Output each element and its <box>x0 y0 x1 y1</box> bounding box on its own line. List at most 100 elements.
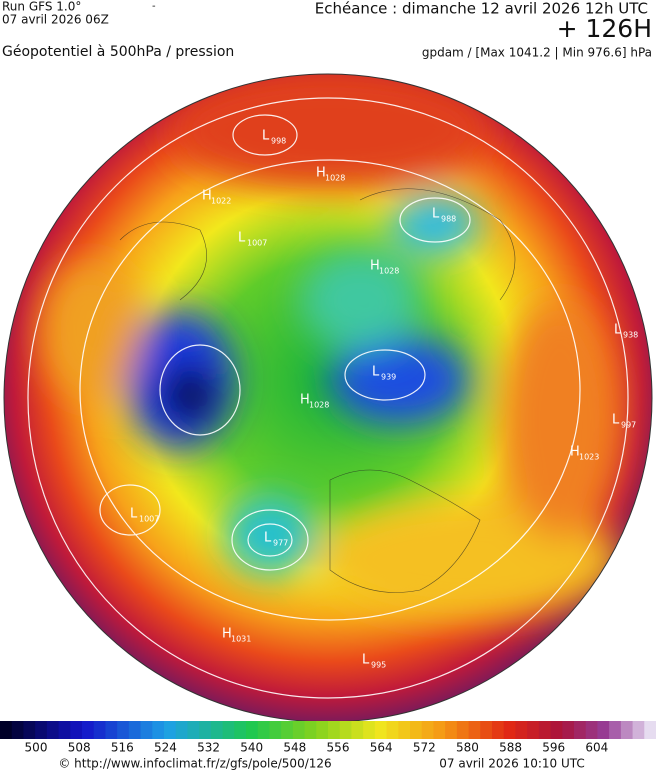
colorbar-swatch <box>292 721 306 739</box>
colorbar-swatch <box>70 721 83 739</box>
colorbar-swatch <box>199 721 212 739</box>
colorbar-swatch <box>58 721 71 739</box>
colorbar-swatch <box>140 721 153 739</box>
colorbar-swatch <box>210 721 224 739</box>
colorbar-label: 516 <box>111 741 134 755</box>
colorbar-label: 604 <box>585 741 608 755</box>
colorbar-swatch <box>11 721 24 739</box>
center-value: 1028 <box>309 401 329 410</box>
center-value: 988 <box>441 215 456 224</box>
colorbar-swatch <box>339 721 352 739</box>
center-letter: L <box>432 207 440 222</box>
map-disc <box>4 74 652 722</box>
dash: - <box>152 1 156 12</box>
center-value: 1007 <box>139 515 159 524</box>
colorbar-swatch <box>363 721 376 739</box>
center-value: 1028 <box>379 267 399 276</box>
center-value: 1028 <box>325 174 345 183</box>
center-value: 1023 <box>579 453 599 462</box>
colorbar-swatch <box>585 721 598 739</box>
colorbar-swatch <box>550 721 563 739</box>
field: Géopotentiel à 500hPa / pression <box>2 44 234 60</box>
colorbar-label: 596 <box>542 741 565 755</box>
colorbar-swatch <box>644 721 656 739</box>
colorbar-swatch <box>433 721 446 739</box>
colorbar-label: 508 <box>68 741 91 755</box>
colorbar-swatch <box>597 721 610 739</box>
center-letter: L <box>238 231 246 246</box>
colorbar-swatch <box>480 721 493 739</box>
colorbar-swatch <box>492 721 505 739</box>
colorbar-swatch <box>515 721 528 739</box>
center-value: 1031 <box>231 635 251 644</box>
colorbar-swatch <box>82 721 95 739</box>
center-value: 977 <box>273 539 288 548</box>
center-value: 998 <box>271 137 286 146</box>
colorbar-swatch <box>468 721 481 739</box>
colorbar-swatch <box>117 721 130 739</box>
colorbar-swatch <box>93 721 106 739</box>
colorbar-swatch <box>386 721 399 739</box>
colorbar-label: 532 <box>197 741 220 755</box>
colorbar-swatch <box>246 721 259 739</box>
colorbar-swatch <box>445 721 458 739</box>
colorbar-swatch <box>46 721 60 739</box>
valid-time: Echéance : dimanche 12 avril 2026 12h UT… <box>315 0 648 18</box>
center-letter: H <box>570 445 580 460</box>
colorbar: 500 508 516 524 532 540 548 556 564 572 580 588 596 6… <box>0 721 656 755</box>
colorbar-swatch <box>374 721 388 739</box>
colorbar-swatch <box>527 721 540 739</box>
colorbar-swatch <box>257 721 270 739</box>
colorbar-swatch <box>351 721 364 739</box>
colorbar-swatch <box>175 721 188 739</box>
colorbar-swatch <box>398 721 411 739</box>
run: Run GFS 1.0° <box>2 0 81 14</box>
colorbar-label: 564 <box>370 741 393 755</box>
colorbar-label: 524 <box>154 741 177 755</box>
colorbar-swatch <box>410 721 423 739</box>
colorbar-swatch <box>620 721 634 739</box>
colorbar-swatch <box>574 721 587 739</box>
center-letter: L <box>614 323 622 338</box>
center-value: 997 <box>621 421 636 430</box>
colorbar-swatch <box>35 721 48 739</box>
center-value: 939 <box>381 373 396 382</box>
colorbar-swatch <box>105 721 118 739</box>
colorbar-swatch <box>538 721 552 739</box>
colorbar-swatch <box>503 721 516 739</box>
colorbar-swatch <box>164 721 177 739</box>
colorbar-swatch <box>304 721 317 739</box>
colorbar-swatch <box>632 721 645 739</box>
center-letter: H <box>222 627 232 642</box>
colorbar-swatch <box>456 721 470 739</box>
center-letter: H <box>316 166 326 181</box>
colorbar-label: 556 <box>327 741 350 755</box>
center-value: 1007 <box>247 239 267 248</box>
colorbar-swatch <box>128 721 142 739</box>
colorbar-swatch <box>187 721 200 739</box>
colorbar-swatch <box>562 721 575 739</box>
colorbar-swatch <box>0 721 13 739</box>
center-letter: L <box>362 653 370 668</box>
colorbar-label: 500 <box>25 741 48 755</box>
colorbar-swatch <box>281 721 294 739</box>
colorbar-swatch <box>152 721 165 739</box>
colorbar-swatch <box>269 721 282 739</box>
colorbar-swatch <box>328 721 341 739</box>
center-letter: L <box>612 413 620 428</box>
colorbar-swatch <box>609 721 622 739</box>
colorbar-swatch <box>222 721 235 739</box>
center-letter: L <box>130 507 138 522</box>
issued: 07 avril 2026 10:10 UTC <box>439 757 585 771</box>
center-letter: H <box>300 393 310 408</box>
lead-time: + 126H <box>557 14 652 43</box>
center-value: 1022 <box>211 197 231 206</box>
center-value: 995 <box>371 661 386 670</box>
run-date: 07 avril 2026 06Z <box>2 13 109 27</box>
center-letter: L <box>372 365 380 380</box>
colorbar-swatch <box>421 721 434 739</box>
colorbar-label: 588 <box>499 741 522 755</box>
colorbar-label: 540 <box>240 741 263 755</box>
colorbar-swatch <box>23 721 36 739</box>
